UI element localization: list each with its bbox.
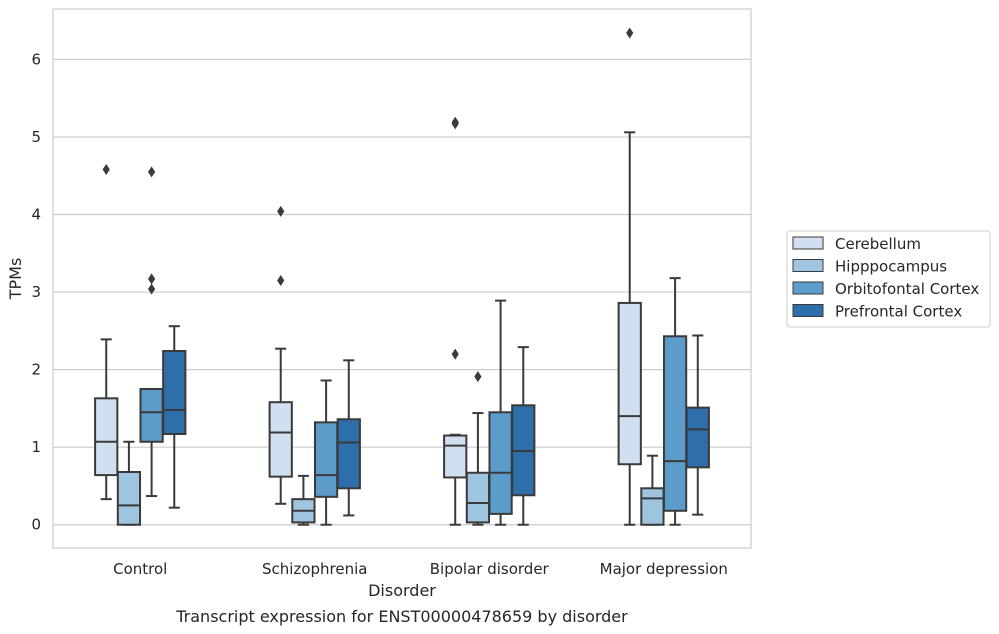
outlier-point: [147, 283, 156, 295]
box-1-2: [313, 379, 339, 526]
y-tick-label: 2: [31, 361, 41, 379]
box-1-3: [336, 359, 361, 517]
chart-caption: Transcript expression for ENST0000047865…: [175, 607, 628, 626]
box-3-0: [617, 27, 642, 526]
legend: Cerebellum Hipppocampus Orbitofontal Corte…: [786, 230, 991, 328]
box-iqr: [162, 350, 187, 435]
legend-swatch: [792, 304, 824, 317]
legend-swatch: [792, 281, 824, 295]
box-2-3: [511, 346, 536, 526]
y-tick-label: 3: [31, 283, 41, 301]
box-iqr: [443, 434, 468, 479]
legend-frame: [786, 230, 991, 328]
box-3-1: [640, 454, 665, 526]
outlier-point: [451, 348, 459, 360]
boxes: [94, 27, 710, 526]
box-iqr: [336, 418, 361, 490]
x-tick-label: Major depression: [600, 560, 728, 578]
x-axis-title: Disorder: [368, 581, 436, 600]
legend-swatch: [792, 259, 824, 272]
box-iqr: [617, 301, 642, 466]
gridlines: [53, 58, 751, 526]
legend-label: Orbitofontal Cortex: [835, 280, 979, 298]
x-tick-label: Bipolar disorder: [430, 560, 550, 578]
box-iqr: [313, 421, 339, 498]
outlier-point: [147, 166, 156, 178]
outlier-point: [277, 205, 285, 217]
outlier-point: [626, 27, 634, 39]
legend-label: Prefrontal Cortex: [835, 303, 962, 321]
y-tick-label: 0: [31, 516, 41, 534]
box-iqr: [488, 411, 513, 515]
legend-item: Orbitofontal Cortex: [792, 280, 979, 298]
box-1-0: [268, 205, 293, 505]
outlier-point: [474, 371, 482, 383]
x-tick-label: Control: [113, 560, 167, 578]
legend-label: Cerebellum: [835, 235, 921, 253]
outlier-point: [451, 116, 459, 128]
y-tick-label: 6: [31, 50, 41, 68]
legend-label: Hipppocampus: [835, 258, 947, 276]
box-iqr: [465, 471, 491, 524]
box-2-0: [443, 116, 468, 526]
legend-item: Prefrontal Cortex: [792, 303, 962, 321]
y-tick-label: 5: [31, 128, 41, 146]
outlier-point: [102, 164, 110, 176]
box-2-2: [488, 299, 513, 526]
y-tick-label: 4: [31, 206, 41, 224]
box-0-3: [162, 325, 187, 509]
legend-swatch: [792, 236, 824, 250]
outlier-point: [147, 273, 156, 285]
box-iqr: [94, 397, 119, 477]
legend-item: Hipppocampus: [792, 258, 947, 276]
box-iqr: [640, 487, 665, 526]
box-0-1: [116, 440, 142, 526]
x-tick-label: Schizophrenia: [262, 560, 367, 578]
box-3-3: [685, 334, 710, 516]
outlier-point: [277, 274, 285, 286]
box-iqr: [662, 335, 688, 512]
box-1-1: [291, 474, 316, 526]
y-axis-title: TPMs: [6, 258, 25, 301]
x-tick-labels: Control Schizophrenia Bipolar disorder Majo…: [113, 560, 728, 578]
box-iqr: [685, 406, 710, 469]
legend-item: Cerebellum: [792, 235, 921, 253]
box-iqr: [268, 401, 293, 478]
box-iqr: [116, 470, 142, 526]
box-2-1: [465, 371, 491, 526]
legend-items: Cerebellum Hipppocampus Orbitofontal Corte…: [792, 235, 979, 321]
box-iqr: [139, 388, 164, 443]
plot-frame: [52, 8, 752, 549]
y-tick-labels: 0 1 2 3 4 5 6: [31, 50, 41, 533]
box-0-0: [94, 164, 119, 501]
box-3-2: [662, 277, 688, 526]
y-tick-label: 1: [31, 438, 41, 456]
